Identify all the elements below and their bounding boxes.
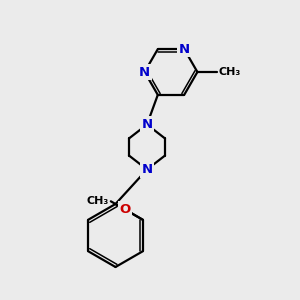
Text: O: O <box>119 203 131 216</box>
Text: N: N <box>141 163 153 176</box>
Text: CH₃: CH₃ <box>219 67 241 77</box>
Text: N: N <box>141 118 153 131</box>
Text: N: N <box>178 43 190 56</box>
Text: N: N <box>139 65 150 79</box>
Text: CH₃: CH₃ <box>86 196 108 206</box>
